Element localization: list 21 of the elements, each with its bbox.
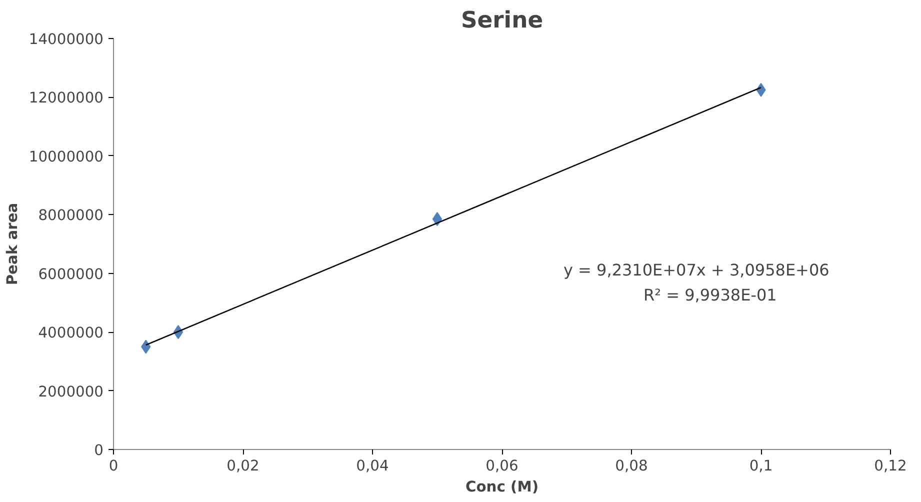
x-tick-label: 0,06 [486, 458, 518, 474]
x-tick-label: 0 [108, 458, 118, 474]
y-axis-title: Peak area [4, 202, 21, 286]
y-tick-label: 10000000 [28, 148, 104, 166]
x-tick-label: 0,12 [874, 458, 907, 474]
x-tick-label: 0,1 [749, 458, 773, 474]
chart-title: Serine [460, 8, 544, 34]
y-tick-label: 8000000 [38, 207, 104, 224]
x-tick-label: 0,08 [615, 458, 648, 474]
y-tick-label: 6000000 [38, 266, 104, 283]
y-tick-label: 0 [94, 442, 104, 459]
x-axis-title: Conc (M) [465, 478, 539, 496]
y-tick-label: 4000000 [38, 324, 104, 342]
annotation: y = 9,2310E+07x + 3,0958E+06 [564, 260, 830, 280]
y-tick-label: 2000000 [38, 383, 104, 400]
x-tick-label: 0,04 [356, 458, 389, 474]
point [432, 212, 442, 226]
y-tick-label: 12000000 [28, 90, 104, 107]
x-tick-label: 0,02 [226, 458, 260, 474]
annotation: R² = 9,9938E-01 [644, 286, 777, 304]
y-tick-label: 14000000 [28, 31, 104, 48]
